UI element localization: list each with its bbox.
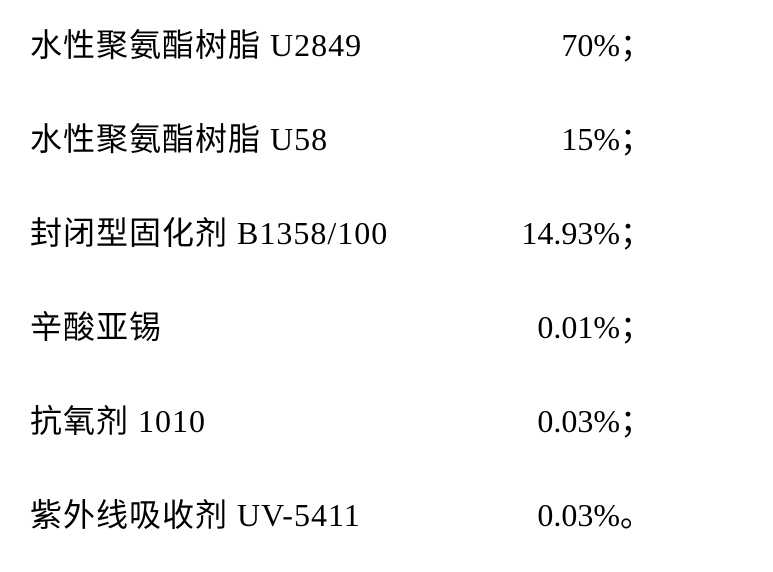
component-value: 0.01% [470,309,620,346]
list-item: 水性聚氨酯树脂 U58 15% ； [30,114,743,160]
list-item: 辛酸亚锡 0.01% ； [30,302,743,348]
punct: ； [620,114,652,160]
punct: ； [620,20,652,66]
component-name: 水性聚氨酯树脂 U2849 [30,20,470,66]
list-item: 抗氧剂 1010 0.03% ； [30,396,743,442]
punct: 。 [620,490,652,536]
punct: ； [620,396,652,442]
component-name: 封闭型固化剂 B1358/100 [30,208,470,254]
list-item: 紫外线吸收剂 UV-5411 0.03% 。 [30,490,743,536]
list-item: 水性聚氨酯树脂 U2849 70% ； [30,20,743,66]
component-value: 70% [470,27,620,64]
punct: ； [620,302,652,348]
component-name: 紫外线吸收剂 UV-5411 [30,490,470,536]
component-value: 14.93% [470,215,620,252]
component-name: 抗氧剂 1010 [30,396,470,442]
component-value: 15% [470,121,620,158]
component-name: 水性聚氨酯树脂 U58 [30,114,470,160]
list-item: 封闭型固化剂 B1358/100 14.93% ； [30,208,743,254]
component-name: 辛酸亚锡 [30,302,470,348]
punct: ； [620,208,652,254]
component-value: 0.03% [470,403,620,440]
component-value: 0.03% [470,497,620,534]
